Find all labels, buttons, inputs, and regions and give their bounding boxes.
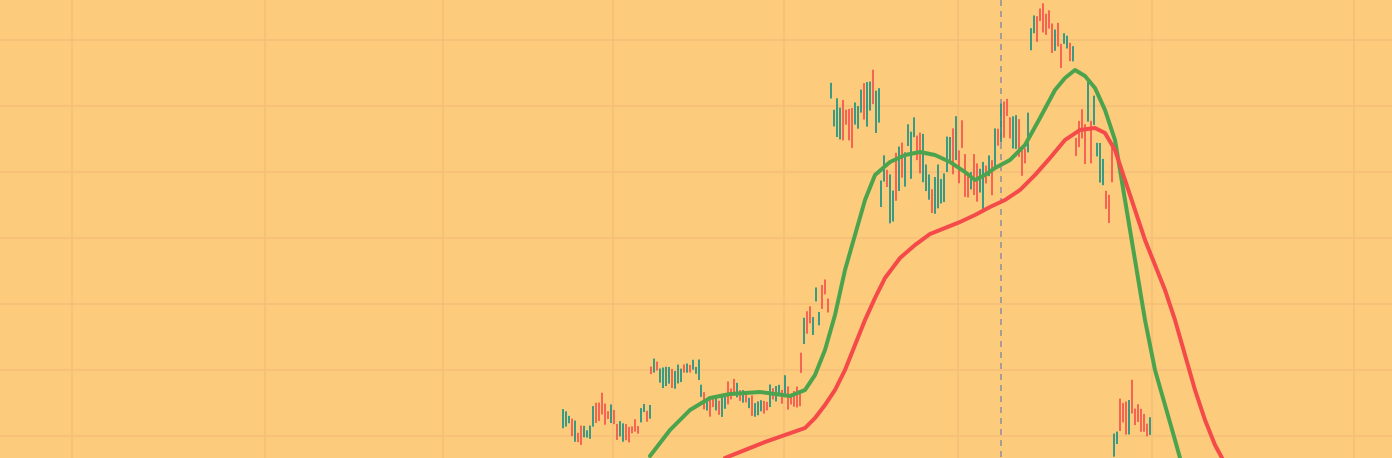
moving-average-lines xyxy=(648,68,1224,458)
price-bars xyxy=(562,3,1151,457)
moving-average-slow-line xyxy=(723,126,1224,458)
